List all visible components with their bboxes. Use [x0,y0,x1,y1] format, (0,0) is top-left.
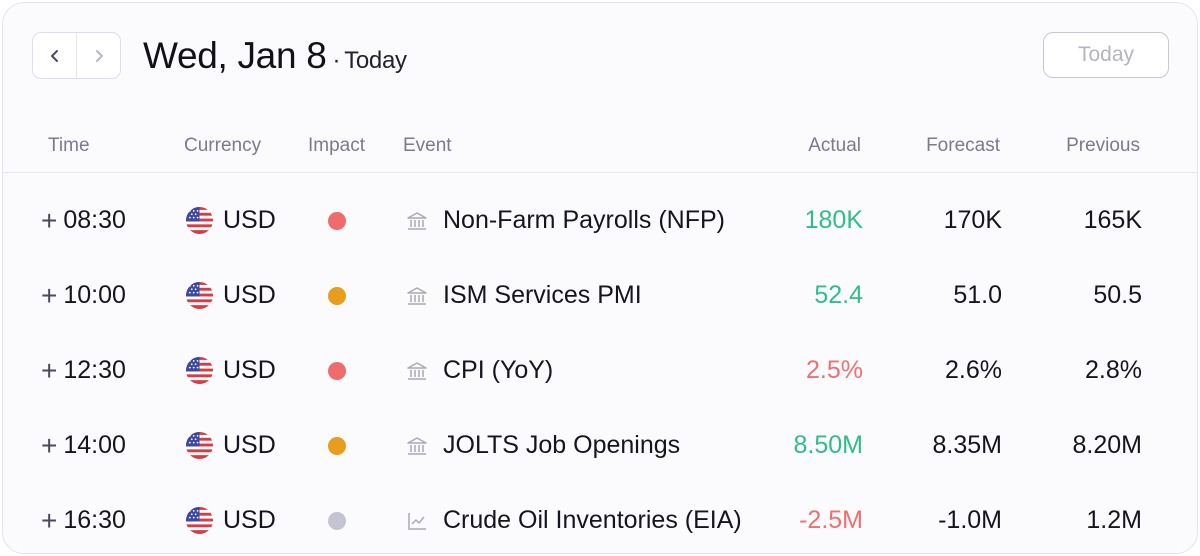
event-cell: Non-Farm Payrolls (NFP) [405,183,725,258]
forecast-value: 2.6% [945,356,1002,384]
us-flag-icon [186,357,213,384]
title-separator: · [332,47,341,74]
forecast-value: -1.0M [938,506,1002,534]
table-row[interactable]: +10:00 USD ISM Services PMI 52.4 51.0 50.5 [3,258,1197,333]
column-header-event: Event [403,135,452,156]
bank-icon [405,434,429,458]
previous-day-button[interactable] [33,33,76,78]
today-label: Today [344,47,407,74]
bank-icon [405,359,429,383]
impact-dot-icon [328,511,346,530]
impact-cell [328,258,346,333]
chevron-left-icon [50,49,58,62]
currency-code: USD [223,356,276,384]
actual-value: -2.5M [799,506,863,534]
table-row[interactable]: +14:00 USD JOLTS Job Openings 8.50M 8.35M 8.2… [3,408,1197,483]
impact-cell [328,333,346,408]
actual-value: 2.5% [806,356,863,384]
forecast-value: 170K [943,206,1002,234]
time-cell: +14:00 [41,408,126,483]
table-row[interactable]: +08:30 USD Non-Farm Payrolls (NFP) 180K 170K… [3,183,1197,258]
column-header-forecast: Forecast [926,135,1000,156]
time-value: 14:00 [63,431,126,459]
previous-value: 8.20M [1072,431,1142,459]
date-label: Wed, Jan 8 [143,35,327,76]
previous-value: 1.2M [1086,506,1142,534]
impact-dot-icon [328,286,346,305]
currency-code: USD [223,281,276,309]
currency-code: USD [223,431,276,459]
event-name: JOLTS Job Openings [443,431,681,459]
event-name: ISM Services PMI [443,281,642,309]
time-value: 08:30 [63,206,126,234]
chart-line-icon [405,509,429,533]
impact-dot-icon [328,436,346,455]
event-name: Crude Oil Inventories (EIA) [443,506,742,534]
expand-plus-icon[interactable]: + [41,354,58,386]
actual-value: 180K [804,206,863,234]
time-cell: +16:30 [41,483,126,553]
us-flag-icon [186,282,213,309]
event-cell: ISM Services PMI [405,258,642,333]
time-cell: +10:00 [41,258,126,333]
currency-cell: USD [186,333,276,408]
us-flag-icon [186,507,213,534]
expand-plus-icon[interactable]: + [41,279,58,311]
column-header-time: Time [48,135,90,156]
previous-value: 2.8% [1085,356,1142,384]
previous-value: 165K [1083,206,1142,234]
event-cell: JOLTS Job Openings [405,408,680,483]
impact-cell [328,183,346,258]
expand-plus-icon[interactable]: + [41,429,58,461]
actual-value: 52.4 [814,281,863,309]
forecast-value: 8.35M [932,431,1002,459]
event-name: Non-Farm Payrolls (NFP) [443,206,725,234]
actual-value: 8.50M [793,431,863,459]
header-divider [3,172,1197,173]
chevron-right-icon [95,49,103,62]
table-row[interactable]: +12:30 USD CPI (YoY) 2.5% 2.6% 2.8% [3,333,1197,408]
event-cell: Crude Oil Inventories (EIA) [405,483,742,553]
event-name: CPI (YoY) [443,356,554,384]
column-header-impact: Impact [308,135,366,156]
page-title: Wed, Jan 8 · Today [143,35,407,77]
forecast-value: 51.0 [953,281,1002,309]
expand-plus-icon[interactable]: + [41,504,58,536]
time-value: 16:30 [63,506,126,534]
currency-code: USD [223,206,276,234]
currency-cell: USD [186,183,276,258]
currency-cell: USD [186,408,276,483]
time-cell: +08:30 [41,183,126,258]
column-header-actual: Actual [808,135,861,156]
currency-code: USD [223,506,276,534]
time-value: 10:00 [63,281,126,309]
event-cell: CPI (YoY) [405,333,553,408]
date-navigation [32,32,121,79]
previous-value: 50.5 [1093,281,1142,309]
today-button[interactable]: Today [1043,32,1169,78]
impact-cell [328,483,346,553]
table-row[interactable]: +16:30 USD Crude Oil Inventories (EIA) -2.5… [3,483,1197,553]
bank-icon [405,209,429,233]
us-flag-icon [186,432,213,459]
expand-plus-icon[interactable]: + [41,204,58,236]
bank-icon [405,284,429,308]
currency-cell: USD [186,258,276,333]
column-header-previous: Previous [1066,135,1140,156]
time-value: 12:30 [63,356,126,384]
impact-dot-icon [328,361,346,380]
column-header-currency: Currency [184,135,262,156]
impact-dot-icon [328,211,346,230]
impact-cell [328,408,346,483]
time-cell: +12:30 [41,333,126,408]
currency-cell: USD [186,483,276,553]
next-day-button[interactable] [76,33,120,78]
us-flag-icon [186,207,213,234]
